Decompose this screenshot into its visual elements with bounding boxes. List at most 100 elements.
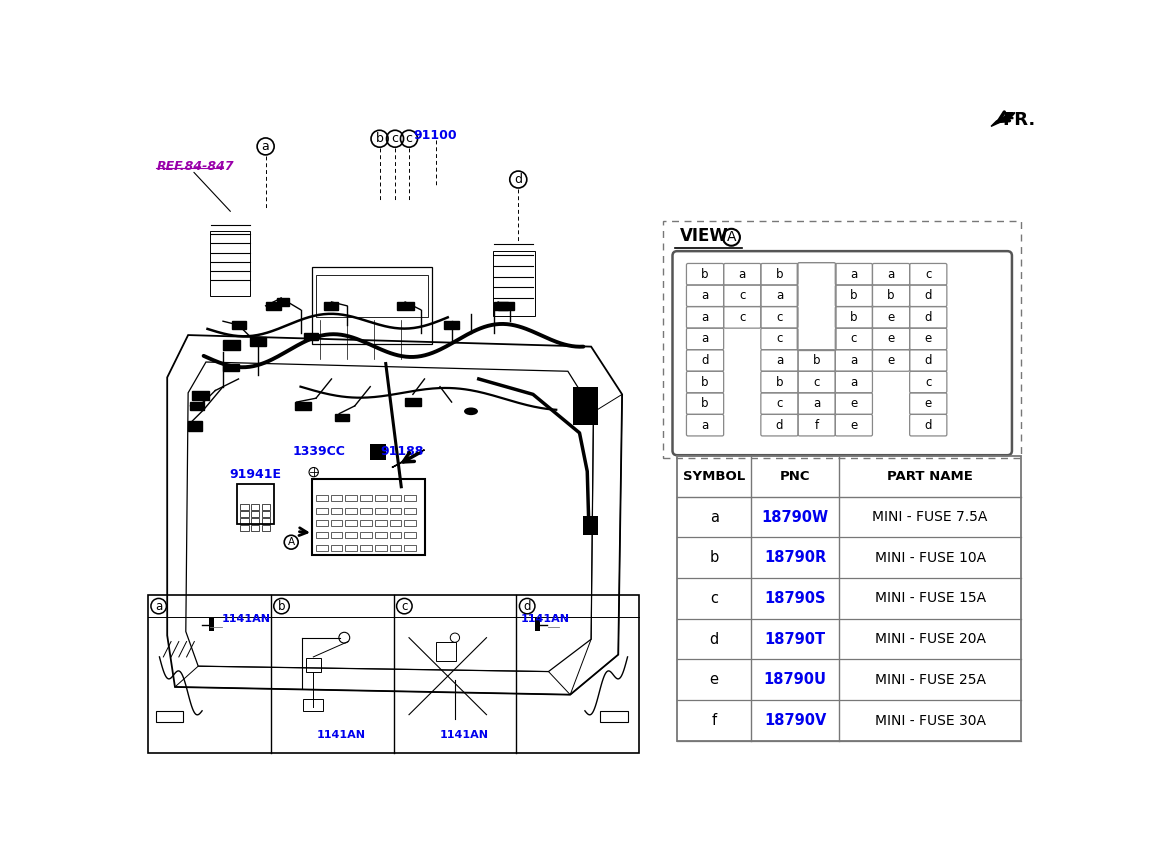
Bar — [335, 414, 349, 421]
Text: c: c — [925, 268, 931, 281]
Bar — [210, 232, 250, 296]
Bar — [404, 544, 416, 550]
Bar — [492, 251, 534, 315]
Bar — [250, 337, 265, 346]
Bar — [277, 298, 289, 306]
Bar — [265, 302, 282, 310]
Bar — [251, 511, 260, 516]
Bar — [156, 711, 183, 722]
Bar — [240, 505, 249, 510]
Text: b: b — [775, 376, 783, 388]
Ellipse shape — [464, 407, 478, 416]
Bar — [251, 525, 260, 531]
Text: c: c — [925, 376, 931, 388]
Bar — [190, 402, 204, 410]
Bar — [360, 495, 371, 501]
Text: d: d — [775, 419, 783, 432]
Text: e: e — [710, 672, 718, 688]
Bar — [189, 421, 203, 431]
Bar — [375, 544, 386, 550]
Text: a: a — [702, 332, 709, 345]
Bar — [331, 544, 342, 550]
Text: e: e — [924, 332, 932, 345]
Bar — [262, 505, 270, 510]
Text: MINI - FUSE 25A: MINI - FUSE 25A — [874, 672, 986, 687]
Bar — [360, 544, 371, 550]
Text: a: a — [739, 268, 746, 281]
Text: c: c — [405, 132, 412, 145]
Polygon shape — [392, 449, 425, 467]
Text: a: a — [262, 140, 270, 153]
Bar — [210, 618, 214, 631]
Bar — [535, 618, 540, 631]
Bar — [360, 520, 371, 526]
Text: a: a — [702, 419, 709, 432]
Bar — [262, 518, 270, 524]
Bar — [404, 495, 416, 501]
Text: c: c — [776, 397, 782, 410]
Text: b: b — [278, 600, 285, 612]
Text: a: a — [155, 600, 162, 612]
Text: c: c — [776, 311, 782, 324]
Bar — [404, 520, 416, 526]
Bar — [346, 520, 357, 526]
Text: e: e — [887, 311, 895, 324]
Bar — [346, 495, 357, 501]
Text: c: c — [391, 132, 398, 145]
Bar — [223, 364, 239, 371]
Text: FR.: FR. — [1002, 111, 1035, 129]
Text: b: b — [701, 268, 709, 281]
Text: c: c — [851, 332, 857, 345]
Bar — [663, 221, 1021, 458]
Text: e: e — [887, 332, 895, 345]
Text: 1141AN: 1141AN — [520, 614, 569, 624]
Bar — [370, 444, 385, 460]
Bar — [443, 321, 460, 329]
Text: MINI - FUSE 10A: MINI - FUSE 10A — [874, 550, 986, 565]
Text: b: b — [850, 289, 858, 302]
Bar — [404, 508, 416, 514]
Text: c: c — [814, 376, 819, 388]
Text: c: c — [739, 311, 745, 324]
Bar — [390, 520, 402, 526]
Text: a: a — [702, 289, 709, 302]
Text: PNC: PNC — [780, 470, 810, 483]
Bar — [237, 483, 275, 524]
Bar — [315, 495, 327, 501]
Bar — [331, 520, 342, 526]
Text: 91941E: 91941E — [229, 467, 282, 481]
Bar — [390, 508, 402, 514]
Text: MINI - FUSE 20A: MINI - FUSE 20A — [874, 632, 986, 646]
Bar — [390, 533, 402, 538]
Bar — [240, 525, 249, 531]
Bar — [331, 508, 342, 514]
Bar — [303, 699, 324, 711]
Bar — [390, 495, 402, 501]
Text: b: b — [887, 289, 895, 302]
Text: e: e — [887, 354, 895, 367]
Bar — [312, 267, 432, 344]
Text: a: a — [850, 354, 858, 367]
Text: 18790U: 18790U — [764, 672, 826, 688]
Bar — [315, 544, 327, 550]
Text: b: b — [376, 132, 383, 145]
Bar — [223, 340, 240, 349]
Bar — [436, 642, 455, 661]
Text: a: a — [710, 510, 718, 525]
Text: 1141AN: 1141AN — [317, 730, 365, 739]
Text: a: a — [850, 376, 858, 388]
Bar — [405, 399, 420, 406]
Text: 18790R: 18790R — [764, 550, 826, 566]
Bar — [360, 508, 371, 514]
Text: d: d — [924, 289, 932, 302]
Bar — [390, 544, 402, 550]
Text: c: c — [402, 600, 407, 612]
Bar — [397, 302, 414, 310]
Text: 91100: 91100 — [413, 129, 456, 142]
Text: d: d — [924, 419, 932, 432]
Text: 18790W: 18790W — [761, 510, 829, 525]
Bar — [375, 495, 386, 501]
Text: b: b — [775, 268, 783, 281]
Bar — [296, 402, 311, 410]
Bar — [240, 511, 249, 516]
